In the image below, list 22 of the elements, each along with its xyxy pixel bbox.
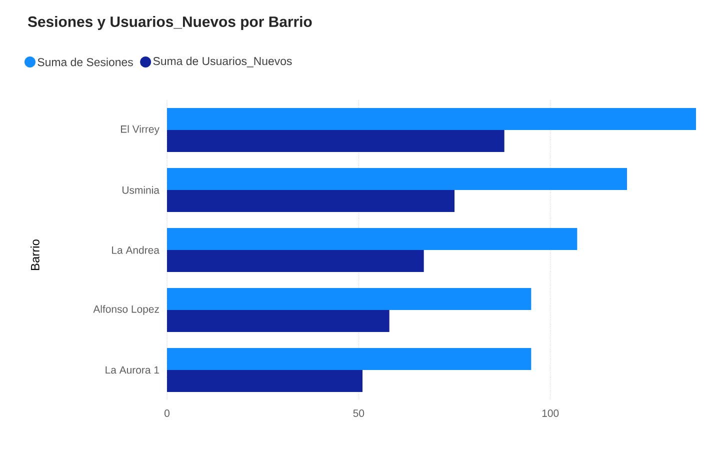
- legend-label: Suma de Usuarios_Nuevos: [153, 56, 292, 68]
- chart-title: Sesiones y Usuarios_Nuevos por Barrio: [28, 16, 312, 30]
- bar: [167, 130, 504, 152]
- y-tick-label: La Aurora 1: [106, 366, 159, 374]
- y-tick-label: El Virrey: [121, 125, 160, 135]
- bar: [167, 108, 696, 130]
- bar: [167, 250, 424, 272]
- y-axis-title: Barrio: [30, 240, 40, 270]
- x-tick-label: 100: [542, 410, 559, 417]
- bar: [167, 228, 578, 250]
- y-tick-label: Usminia: [122, 186, 160, 194]
- x-tick-label: 50: [353, 410, 364, 417]
- legend-label: Suma de Sesiones: [38, 58, 133, 66]
- bar: [167, 288, 532, 310]
- y-tick-label: Alfonso Lopez: [93, 305, 159, 315]
- bar: [167, 310, 390, 332]
- x-tick-label: 0: [164, 410, 170, 417]
- y-tick-label: La Andrea: [112, 246, 160, 254]
- bar: [167, 190, 455, 212]
- bar: [167, 168, 628, 190]
- bar: [167, 348, 532, 370]
- bar: [167, 370, 363, 392]
